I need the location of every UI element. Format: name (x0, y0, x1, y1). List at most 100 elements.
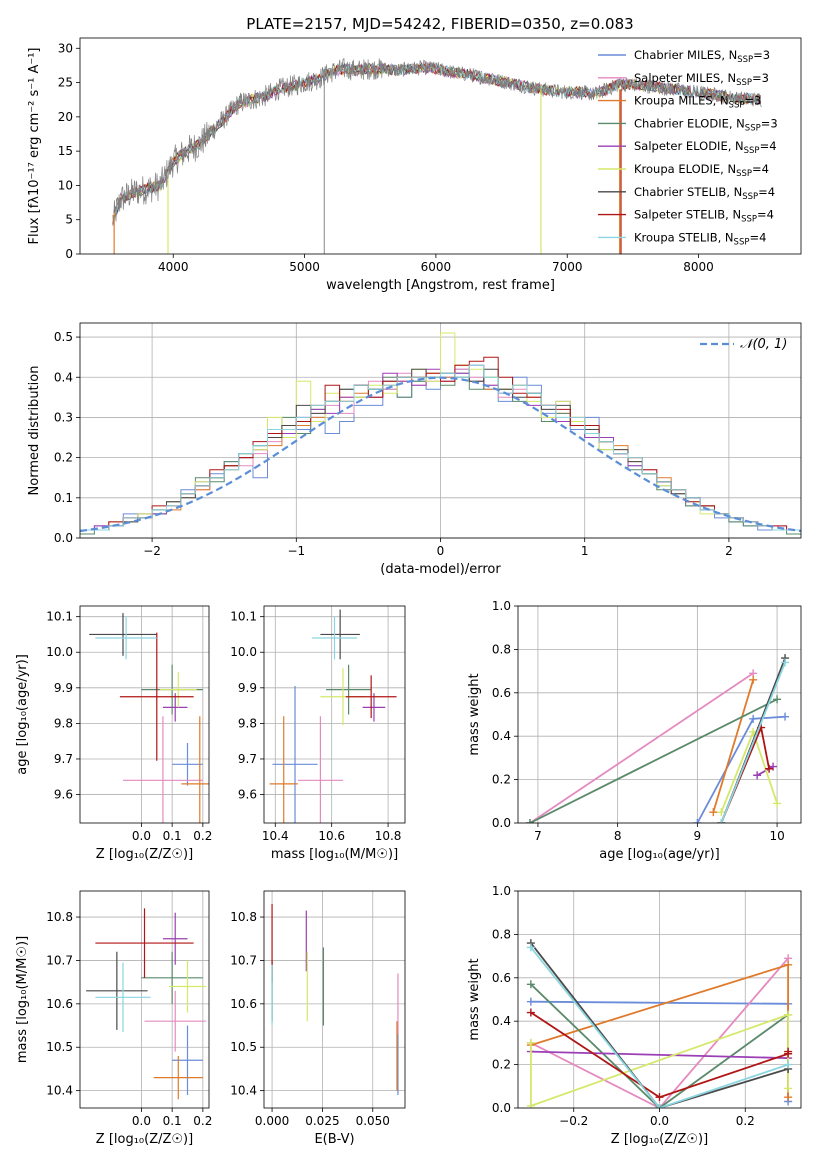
series-line (530, 946, 789, 1108)
legend-label: Chabrier ELODIE, NSSP=3 (634, 116, 778, 133)
series-line (530, 957, 789, 1108)
plot-area (271, 904, 399, 1095)
y-tick-label: 0.8 (492, 642, 511, 656)
series-marker (526, 980, 535, 989)
y-tick-label: 9.8 (54, 716, 73, 730)
series-salpeter-stelib (526, 1008, 793, 1102)
y-tick-label: 30 (58, 41, 73, 55)
plots-layer: 4000 5000 6000 7000 8000051015202530waveleng… (15, 37, 802, 1147)
series-marker (765, 764, 774, 773)
y-tick-label: 9.7 (54, 752, 73, 766)
y-tick-label: 1.0 (492, 884, 511, 898)
y-tick-label: 20 (58, 110, 73, 124)
series-line (529, 672, 754, 823)
series-marker (784, 1093, 793, 1102)
errorbar-chabrier-elodie (326, 664, 372, 715)
x-axis-label: E(B-V) (314, 1132, 354, 1147)
series-marker (655, 1093, 664, 1102)
x-tick-label: 0.0 (132, 829, 151, 843)
series-marker (749, 675, 758, 684)
series-marker (784, 1084, 793, 1093)
y-tick-label: 0.1 (54, 491, 73, 505)
errorbar-kroupa-elodie (169, 960, 206, 1013)
y-tick-label: 1.0 (492, 599, 511, 613)
series-marker (784, 960, 793, 969)
histogram-kroupa-stelib (80, 364, 801, 531)
axes-frame (79, 605, 210, 824)
x-tick-label: −1 (287, 544, 305, 558)
errorbar-kroupa-miles (153, 1055, 203, 1100)
x-axis-label: mass [log₁₀(M/M☉)] (271, 847, 398, 862)
series-marker (781, 658, 790, 667)
errorbar-chabrier-miles (172, 742, 203, 786)
chart-age_vs_mass: 10.4 10.6 10.8 9.6 9.7 9.8 9.9 10.0 10.1 mass [lo… (230, 605, 406, 862)
x-tick-label: 0.1 (163, 1114, 182, 1128)
observed-spectrum-line (112, 58, 762, 225)
x-tick-label: 10.8 (375, 829, 402, 843)
y-axis-label: Flux [fλ10⁻¹⁷ erg cm⁻² s⁻¹ A⁻¹] (27, 48, 42, 245)
y-tick-label: 15 (58, 144, 73, 158)
y-tick-label: 10 (58, 178, 73, 192)
errorbar-kroupa-stelib (95, 962, 151, 1033)
x-tick-label: 2 (725, 544, 733, 558)
errorbar-salpeter-elodie (362, 693, 386, 722)
x-tick-label: 6000 (421, 260, 452, 274)
series-line (530, 942, 789, 1108)
legend-label: Kroupa STELIB, NSSP=4 (634, 230, 766, 247)
series-kroupa-elodie (717, 727, 782, 817)
x-tick-label: 0.025 (305, 1114, 339, 1128)
series-marker (526, 943, 535, 952)
y-tick-label: 0.6 (492, 686, 511, 700)
series-marker (655, 1104, 664, 1108)
series-marker (709, 808, 718, 817)
y-tick-label: 0.4 (54, 370, 73, 384)
x-tick-label: 4000 (158, 260, 189, 274)
errorbar-salpeter-elodie (162, 693, 188, 722)
series-marker (773, 695, 782, 704)
plot-area (269, 609, 397, 823)
x-tick-label: 0 (437, 544, 445, 558)
legend-label: Chabrier STELIB, NSSP=4 (634, 185, 775, 202)
plot-area (80, 332, 801, 535)
x-tick-label: 7000 (552, 260, 583, 274)
x-axis-label: wavelength [Angstrom, rest frame] (326, 278, 555, 293)
x-tick-label: 7 (534, 829, 542, 843)
y-tick-label: 10.0 (46, 645, 73, 659)
x-tick-label: −2 (143, 544, 161, 558)
y-tick-label: 0.8 (492, 927, 511, 941)
series-chabrier-miles (693, 712, 790, 823)
y-tick-label: 0.2 (492, 1058, 511, 1072)
x-tick-label: 0.000 (255, 1114, 289, 1128)
y-tick-label: 10.6 (230, 997, 257, 1011)
y-tick-label: 9.9 (54, 681, 73, 695)
series-kroupa-stelib (717, 658, 790, 823)
errorbar-salpeter-stelib (95, 908, 194, 978)
y-tick-label: 10.8 (230, 910, 257, 924)
axes-frame (79, 322, 802, 539)
errorbar-salpeter-stelib (119, 632, 194, 761)
y-tick-label: 0.0 (54, 531, 73, 545)
x-tick-label: −0.2 (559, 1114, 588, 1128)
series-marker (753, 771, 762, 780)
y-tick-label: 10.4 (230, 1084, 257, 1098)
x-tick-label: 10.4 (262, 829, 289, 843)
x-axis-label: Z [log₁₀(Z/Z☉)] (96, 847, 193, 862)
errorbar-kroupa-stelib (311, 616, 358, 660)
x-tick-label: 0.0 (132, 1114, 151, 1128)
legend-label: Salpeter STELIB, NSSP=4 (634, 208, 774, 225)
y-tick-label: 9.8 (238, 716, 257, 730)
y-tick-label: 0.3 (54, 410, 73, 424)
series-line (712, 679, 755, 813)
y-axis-label: mass weight (467, 958, 482, 1040)
y-tick-label: 0.4 (492, 1014, 511, 1028)
chart-mass_vs_Z: 0.0 0.1 0.2 10.4 10.5 10.6 10.7 10.8 Z [log₁₀(Z/… (15, 890, 212, 1147)
x-tick-label: 0.1 (163, 829, 182, 843)
x-tick-label: 0.050 (356, 1114, 390, 1128)
series-marker (717, 819, 726, 823)
axes-frame (79, 890, 210, 1109)
series-chabrier-elodie (525, 695, 782, 823)
errorbar-kroupa-miles (181, 716, 209, 823)
series-marker (781, 712, 790, 721)
y-tick-label: 0.0 (492, 1101, 511, 1115)
y-tick-label: 10.8 (46, 910, 73, 924)
